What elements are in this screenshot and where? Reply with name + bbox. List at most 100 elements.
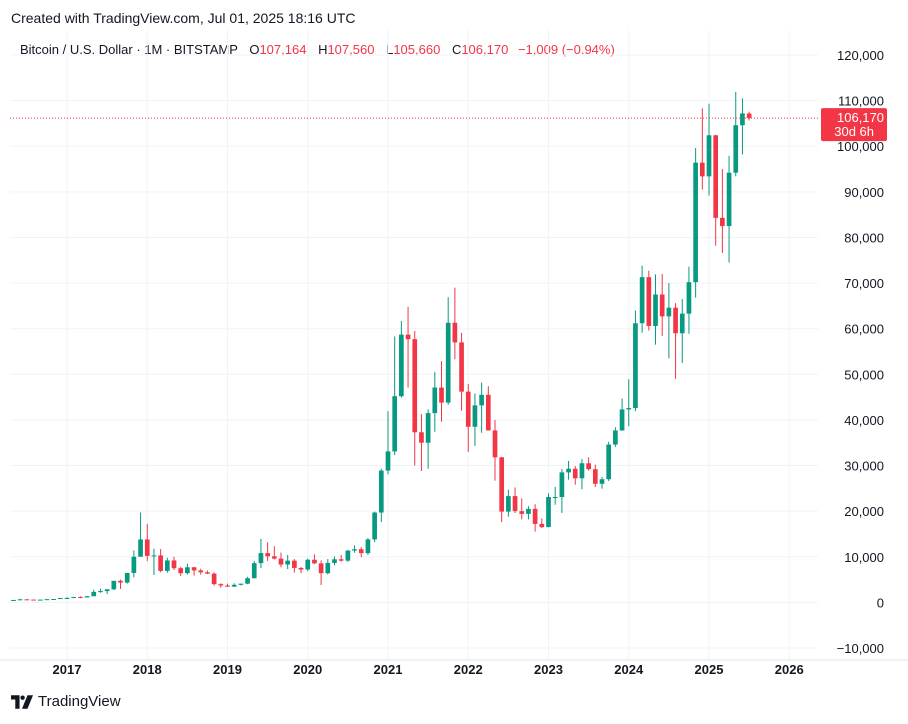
x-tick-label: 2021 bbox=[374, 662, 403, 677]
candle-body bbox=[465, 391, 471, 427]
candle-body bbox=[633, 323, 638, 409]
candle-body bbox=[419, 432, 424, 443]
candle-body bbox=[332, 559, 337, 563]
candle-body bbox=[432, 387, 438, 414]
candle-body bbox=[679, 313, 685, 334]
y-tick-label: 100,000 bbox=[837, 139, 884, 154]
candle-body bbox=[144, 539, 150, 556]
candle-body bbox=[519, 511, 525, 514]
candle-body bbox=[84, 596, 90, 598]
candle-body bbox=[104, 589, 110, 592]
y-tick-label: 90,000 bbox=[844, 185, 884, 200]
candle-body bbox=[318, 563, 324, 574]
y-tick-label: 120,000 bbox=[837, 48, 884, 63]
symbol-legend: Bitcoin / U.S. Dollar · 1M · BITSTAMP O1… bbox=[20, 42, 615, 57]
candle-body bbox=[358, 549, 364, 554]
price-tag-countdown: 30d 6h bbox=[834, 124, 874, 139]
symbol-title[interactable]: Bitcoin / U.S. Dollar · 1M · BITSTAMP bbox=[20, 42, 238, 57]
candle-body bbox=[653, 294, 658, 326]
candle-body bbox=[171, 560, 177, 569]
candle-body bbox=[506, 496, 511, 512]
high-label: H bbox=[318, 42, 328, 57]
tradingview-brand[interactable]: TradingView bbox=[38, 693, 121, 710]
candle-body bbox=[225, 585, 230, 587]
candle-body bbox=[606, 444, 612, 480]
candle-body bbox=[439, 387, 444, 403]
x-tick-label: 2019 bbox=[213, 662, 242, 677]
candle-body bbox=[71, 596, 77, 598]
y-tick-label: 30,000 bbox=[844, 459, 884, 474]
price-tag-value: 106,170 bbox=[837, 110, 884, 125]
candle-body bbox=[720, 217, 725, 227]
candle-body bbox=[292, 560, 297, 568]
footer: TradingView bbox=[11, 693, 121, 710]
candle-body bbox=[245, 578, 250, 584]
y-tick-label: 60,000 bbox=[844, 322, 884, 337]
candle-body bbox=[44, 599, 50, 601]
candle-body bbox=[526, 508, 531, 514]
candle-body bbox=[124, 572, 130, 583]
y-tick-label: 40,000 bbox=[844, 413, 884, 428]
candle-body bbox=[659, 294, 665, 317]
candle-body bbox=[706, 135, 712, 177]
y-tick-label: 110,000 bbox=[838, 94, 884, 109]
close-value: 106,170 bbox=[461, 42, 509, 57]
candle-body bbox=[586, 463, 591, 470]
x-tick-label: 2022 bbox=[454, 662, 483, 677]
candle-body bbox=[626, 408, 632, 410]
candle-body bbox=[185, 567, 190, 574]
price-axis[interactable]: 120,000 110,000 100,000 90,000 80,000 70,000 6… bbox=[837, 48, 884, 656]
candle-body bbox=[98, 591, 103, 593]
candle-body bbox=[11, 599, 16, 601]
candle-body bbox=[338, 559, 344, 561]
candle-body bbox=[412, 339, 418, 433]
candle-body bbox=[151, 555, 157, 557]
y-tick-label: 70,000 bbox=[844, 276, 884, 291]
candle-body bbox=[91, 591, 97, 597]
candle-body bbox=[405, 334, 411, 340]
candle-body bbox=[305, 559, 311, 570]
candle-body bbox=[459, 342, 464, 392]
candles-layer bbox=[11, 91, 752, 601]
candle-body bbox=[24, 599, 30, 601]
candle-body bbox=[164, 560, 170, 571]
y-tick-label: 10,000 bbox=[844, 550, 884, 565]
candle-body bbox=[532, 508, 538, 524]
low-label: L bbox=[386, 42, 394, 57]
candle-body bbox=[31, 599, 36, 601]
low-value: 105,660 bbox=[393, 42, 441, 57]
candle-body bbox=[713, 135, 719, 218]
candle-body bbox=[559, 472, 565, 498]
candle-body bbox=[57, 598, 63, 600]
candle-body bbox=[218, 584, 224, 586]
candle-body bbox=[198, 570, 204, 573]
candle-body bbox=[613, 430, 618, 445]
open-label: O bbox=[249, 42, 260, 57]
open-value: 107,164 bbox=[259, 42, 307, 57]
candle-body bbox=[639, 277, 645, 324]
candle-body bbox=[352, 549, 357, 551]
candle-body bbox=[138, 539, 143, 557]
candle-body bbox=[51, 599, 56, 601]
candle-body bbox=[646, 277, 652, 326]
price-chart[interactable]: 120,000 110,000 100,000 90,000 80,000 70,000 6… bbox=[0, 0, 908, 690]
candle-body bbox=[579, 463, 585, 479]
time-axis[interactable]: 2017 2018 2019 2020 2021 2022 2023 2024 2025 2026 bbox=[53, 662, 804, 677]
candle-body bbox=[37, 599, 43, 601]
candle-body bbox=[726, 172, 732, 227]
candle-body bbox=[699, 162, 705, 177]
candle-body bbox=[385, 451, 391, 471]
candle-body bbox=[178, 568, 184, 574]
close-label: C bbox=[451, 42, 462, 57]
candle-body bbox=[733, 125, 739, 173]
y-tick-label: 20,000 bbox=[844, 504, 884, 519]
candle-body bbox=[566, 468, 571, 473]
candle-body bbox=[111, 580, 117, 590]
candle-body bbox=[539, 523, 545, 528]
candle-body bbox=[546, 497, 551, 528]
tradingview-logo-icon[interactable] bbox=[11, 694, 33, 709]
candle-body bbox=[158, 555, 163, 571]
candle-body bbox=[365, 539, 371, 554]
candle-body bbox=[258, 553, 264, 564]
candle-body bbox=[64, 597, 70, 599]
